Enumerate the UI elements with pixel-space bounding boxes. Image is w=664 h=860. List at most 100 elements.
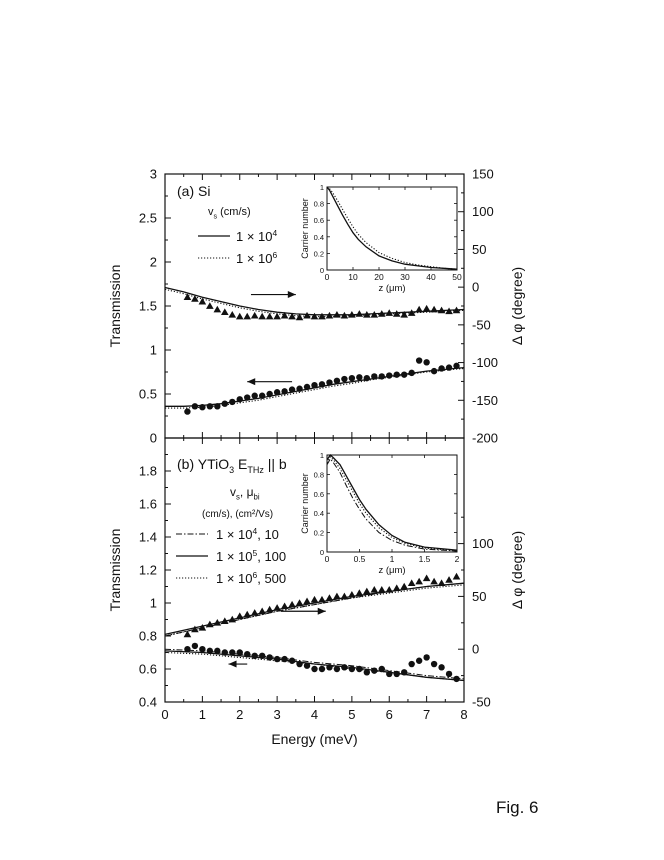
data-point-triangle [295, 599, 304, 606]
inset-y-tick-label: 0.8 [314, 470, 324, 479]
inset-curve [326, 454, 458, 551]
data-point-triangle [250, 609, 259, 616]
data-point-triangle [392, 584, 401, 591]
fit-curve [164, 650, 465, 682]
data-point-triangle [235, 612, 244, 620]
y2-tick-label: 0 [472, 642, 479, 657]
data-point-circle [244, 650, 251, 658]
fit-curve [164, 288, 465, 318]
x-tick-label: 8 [460, 707, 467, 722]
data-point-circle [258, 392, 266, 399]
data-point-triangle [303, 597, 311, 605]
legend-header: vs (cm/s) [208, 206, 251, 220]
data-point-triangle [228, 615, 237, 623]
fit-curve [164, 582, 465, 637]
data-point-triangle [228, 311, 237, 318]
data-point-circle [348, 665, 356, 673]
data-point-triangle [191, 625, 199, 633]
data-point-circle [408, 369, 415, 377]
arrow-head [228, 660, 237, 668]
data-point-circle [229, 398, 236, 406]
data-point-circle [288, 386, 296, 393]
data-point-circle [415, 357, 423, 364]
y2-tick-label: 50 [472, 242, 486, 257]
inset-y-tick-label: 0.6 [314, 490, 324, 499]
data-point-circle [445, 364, 453, 371]
data-point-triangle [422, 574, 431, 582]
data-point-triangle [445, 307, 453, 315]
data-point-triangle [415, 305, 423, 313]
data-point-triangle [333, 592, 341, 600]
data-point-triangle [191, 295, 199, 302]
data-point-triangle [445, 576, 453, 583]
inset-x-tick-label: 30 [400, 272, 410, 282]
panel-title: (a) Si [177, 183, 210, 199]
x-axis-label: Energy (meV) [271, 731, 357, 747]
data-point-triangle [318, 595, 326, 603]
data-point-triangle [206, 302, 214, 309]
inset-x-tick-label: 1.5 [419, 554, 431, 564]
inset-chart: 0 10 20 30 40 50 0 0.2 0.4 0.6 0.8 1 z (μm) Carrier n… [300, 183, 462, 294]
y-tick-label: 1 [150, 343, 157, 358]
data-point-circle [206, 647, 214, 655]
data-point-triangle [363, 311, 371, 318]
y-tick-label: 0.5 [139, 387, 157, 402]
inset-y-axis-label: Carrier number [300, 473, 310, 534]
data-point-triangle [340, 311, 349, 319]
data-point-triangle [377, 310, 386, 317]
x-tick-label: 2 [236, 707, 243, 722]
data-point-triangle [363, 587, 371, 595]
inset-curve [326, 456, 458, 552]
inset-frame [326, 186, 458, 271]
data-point-circle [371, 667, 378, 674]
data-point-circle [318, 381, 326, 388]
y-tick-label: 1 [150, 596, 157, 611]
data-point-circle [341, 375, 348, 383]
x-tick-label: 3 [274, 707, 281, 722]
data-point-triangle [407, 579, 416, 587]
data-point-circle [266, 654, 273, 661]
data-point-circle [221, 649, 228, 656]
y-tick-label: 1.6 [139, 497, 157, 512]
data-point-circle [273, 655, 281, 663]
data-point-circle [199, 404, 206, 411]
data-point-circle [453, 362, 460, 370]
data-point-circle [214, 403, 221, 410]
data-point-triangle [198, 623, 207, 631]
legend-label: 1 × 104, 10 [216, 526, 279, 542]
inset-y-tick-label: 0 [320, 266, 324, 275]
figure-label: Fig. 6 [496, 798, 539, 817]
data-point-triangle [400, 311, 408, 318]
data-point-triangle [415, 577, 423, 585]
y2-tick-label: 100 [472, 536, 494, 551]
y-axis-label: Transmission [107, 529, 123, 612]
inset-y-tick-label: 0.2 [314, 529, 324, 538]
x-tick-label: 1 [199, 707, 206, 722]
data-point-circle [378, 665, 385, 673]
inset-x-tick-label: 1 [390, 554, 395, 564]
data-point-triangle [213, 305, 222, 313]
data-point-triangle [258, 607, 266, 615]
y-tick-label: 0.4 [139, 695, 157, 710]
data-point-circle [401, 669, 408, 676]
data-point-circle [288, 657, 296, 664]
y-tick-label: 0.8 [139, 629, 157, 644]
data-point-circle [296, 385, 303, 392]
data-point-triangle [452, 572, 461, 580]
data-point-triangle [206, 620, 214, 628]
data-point-triangle [221, 308, 229, 316]
data-point-triangle [280, 311, 289, 319]
data-point-circle [326, 664, 333, 671]
data-point-circle [244, 394, 251, 401]
x-tick-label: 0 [161, 707, 168, 722]
data-point-circle [341, 664, 348, 671]
data-point-triangle [303, 311, 311, 319]
data-point-triangle [340, 592, 349, 600]
inset-curve [326, 458, 458, 552]
data-point-triangle [348, 590, 356, 598]
data-point-triangle [221, 617, 229, 624]
data-point-triangle [310, 312, 319, 320]
data-point-triangle [355, 589, 364, 596]
data-point-circle [214, 647, 221, 655]
data-point-circle [229, 649, 236, 656]
